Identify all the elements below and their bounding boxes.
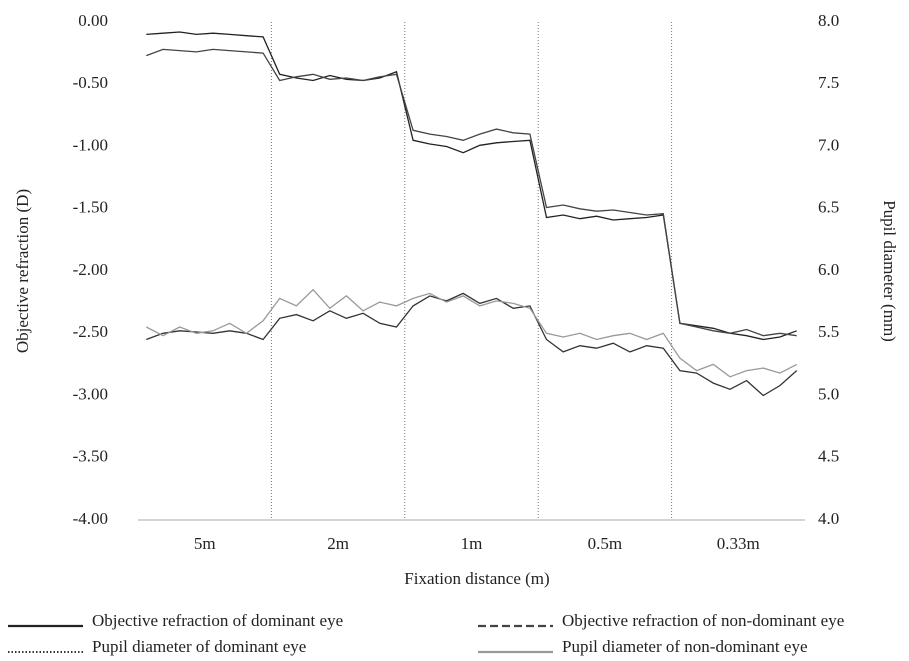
y2-tick-label: 7.0 bbox=[818, 135, 839, 154]
y-axis-title: Objective refraction (D) bbox=[13, 189, 32, 353]
y2-tick-label: 5.5 bbox=[818, 322, 839, 341]
y2-axis-title: Pupil diameter (mm) bbox=[880, 200, 899, 342]
x-tick-label: 2m bbox=[327, 534, 349, 553]
y2-tick-label: 7.5 bbox=[818, 73, 839, 92]
y-tick-label: -2.50 bbox=[73, 322, 108, 341]
x-tick-label: 0.33m bbox=[717, 534, 760, 553]
y2-tick-label: 6.5 bbox=[818, 198, 839, 217]
y2-tick-label: 5.0 bbox=[818, 384, 839, 403]
series-line bbox=[145, 288, 798, 378]
y-tick-label: -1.00 bbox=[73, 135, 108, 154]
y2-tick-label: 4.5 bbox=[818, 447, 839, 466]
y-tick-label: -2.00 bbox=[73, 260, 108, 279]
y-tick-label: -0.50 bbox=[73, 73, 108, 92]
series-line bbox=[146, 48, 797, 337]
y-tick-label: -3.00 bbox=[73, 384, 108, 403]
legend-label: Pupil diameter of dominant eye bbox=[92, 637, 306, 656]
x-tick-label: 0.5m bbox=[588, 534, 622, 553]
x-tick-label: 5m bbox=[194, 534, 216, 553]
y-tick-label: -1.50 bbox=[73, 198, 108, 217]
x-axis-title: Fixation distance (m) bbox=[404, 569, 549, 588]
series-line bbox=[146, 292, 798, 397]
legend-label: Pupil diameter of non-dominant eye bbox=[562, 637, 808, 656]
y-tick-label: -4.00 bbox=[73, 509, 108, 528]
y-tick-label: 0.00 bbox=[78, 11, 108, 30]
y-tick-label: -3.50 bbox=[73, 447, 108, 466]
y2-tick-label: 6.0 bbox=[818, 260, 839, 279]
y2-tick-label: 4.0 bbox=[818, 509, 839, 528]
x-tick-label: 1m bbox=[461, 534, 483, 553]
y2-tick-label: 8.0 bbox=[818, 11, 839, 30]
legend-label: Objective refraction of dominant eye bbox=[92, 611, 343, 630]
series-line bbox=[146, 31, 797, 341]
legend-label: Objective refraction of non-dominant eye bbox=[562, 611, 844, 630]
